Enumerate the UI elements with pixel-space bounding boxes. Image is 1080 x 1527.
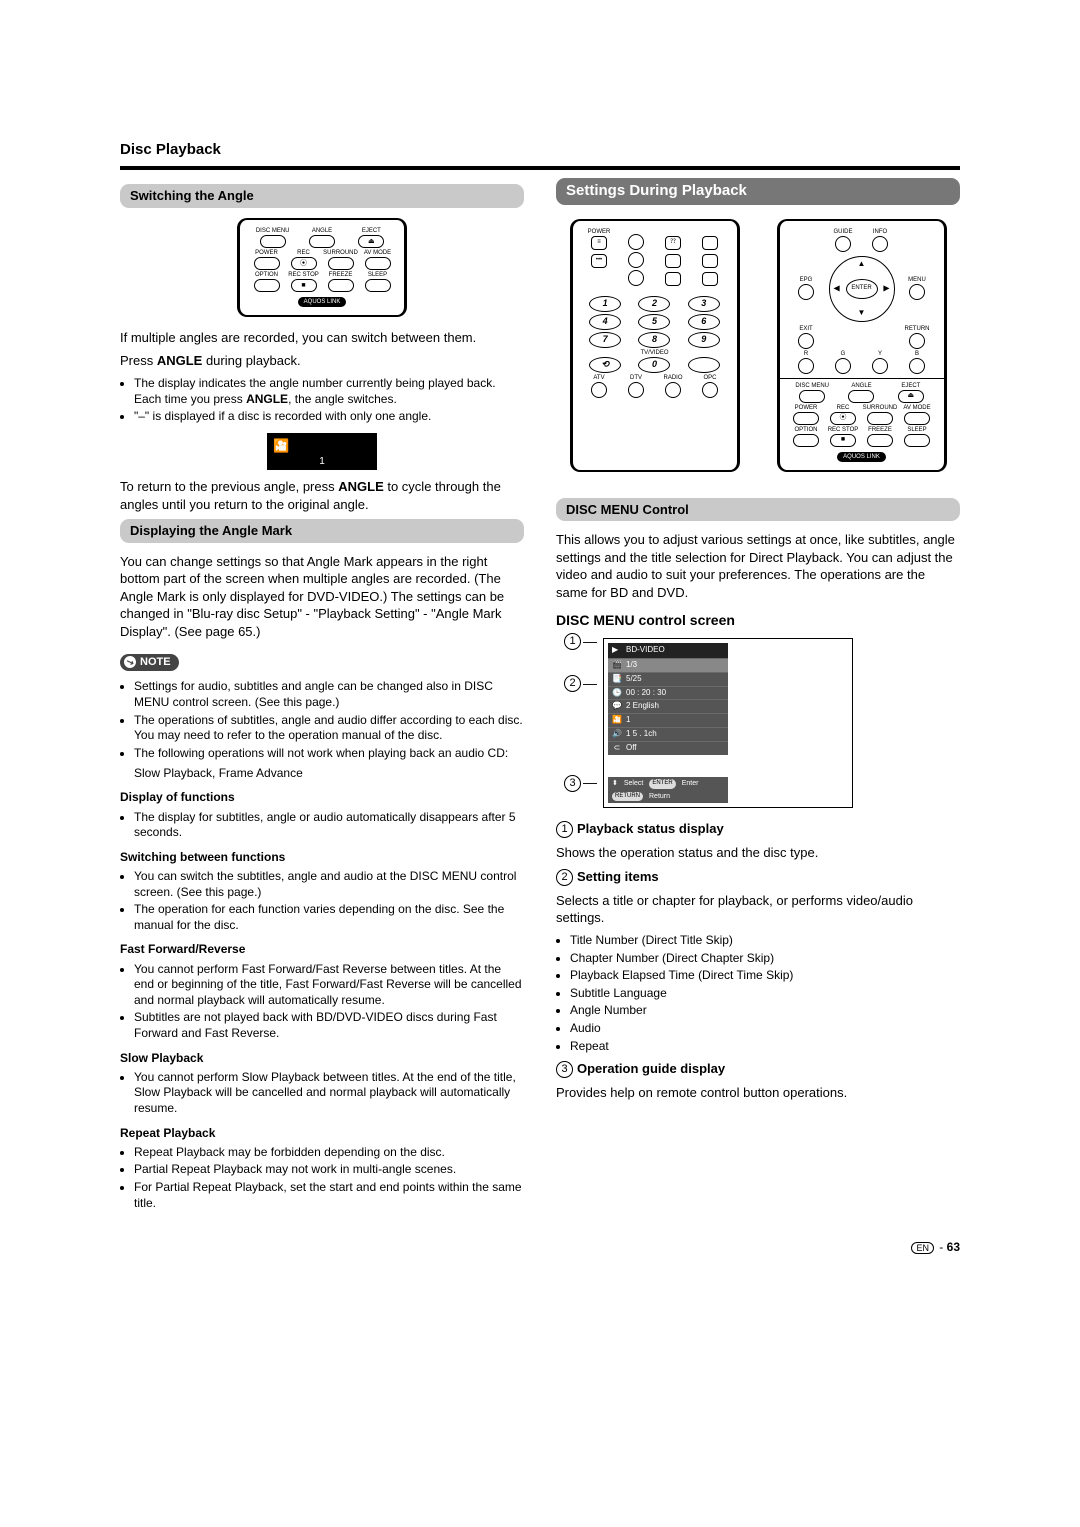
section-header: Displaying the Angle Mark	[120, 519, 524, 543]
paragraph: This allows you to adjust various settin…	[556, 531, 960, 601]
guide-bar: ⬍Select ENTEREnter RETURNReturn	[608, 777, 728, 803]
note-subline: Slow Playback, Frame Advance	[120, 765, 524, 781]
bullet-list: You cannot perform Slow Playback between…	[120, 1070, 524, 1117]
paragraph: Provides help on remote control button o…	[556, 1084, 960, 1102]
page-footer: EN - 63	[120, 1239, 960, 1255]
subhead: Repeat Playback	[120, 1125, 524, 1141]
page-title: Disc Playback	[120, 140, 960, 160]
paragraph: Shows the operation status and the disc …	[556, 844, 960, 862]
subhead: DISC MENU control screen	[556, 611, 960, 630]
bullet-list: The display for subtitles, angle or audi…	[120, 810, 524, 841]
screen-frame: BD-VIDEO 🎬1/3 📑5/25 🕒00 : 20 : 30 💬2 Eng…	[603, 638, 853, 808]
dpad: ENTER ▲▼ ◀▶	[829, 256, 895, 322]
subhead: Slow Playback	[120, 1050, 524, 1066]
paragraph: Press ANGLE during playback.	[120, 352, 524, 370]
bullet-list: You can switch the subtitles, angle and …	[120, 869, 524, 933]
callout-numbers: 1— 2— 3—	[564, 638, 597, 792]
left-column: Switching the Angle DISC MENU ANGLE EJEC…	[120, 178, 524, 1215]
paragraph: You can change settings so that Angle Ma…	[120, 553, 524, 641]
screen-panel: BD-VIDEO 🎬1/3 📑5/25 🕒00 : 20 : 30 💬2 Eng…	[608, 643, 728, 754]
subhead: Display of functions	[120, 789, 524, 805]
paragraph: To return to the previous angle, press A…	[120, 478, 524, 513]
paragraph: If multiple angles are recorded, you can…	[120, 329, 524, 347]
remote-diagrams-row: POWER≡ ⁇ ••• 123	[556, 215, 960, 484]
subhead: Switching between functions	[120, 849, 524, 865]
paragraph: Selects a title or chapter for playback,…	[556, 892, 960, 927]
note-list: Settings for audio, subtitles and angle …	[120, 679, 524, 761]
divider	[120, 166, 960, 170]
section-header: Switching the Angle	[120, 184, 524, 208]
bullet-list: Title Number (Direct Title Skip) Chapter…	[556, 933, 960, 1054]
angle-display-mock: 🎦 1	[267, 433, 377, 470]
remote-numpad-diagram: POWER≡ ⁇ ••• 123	[570, 219, 740, 472]
two-column-layout: Switching the Angle DISC MENU ANGLE EJEC…	[120, 178, 960, 1215]
remote-angle-diagram: DISC MENU ANGLE EJECT⏏ POWER REC⦿ SURROU…	[237, 218, 407, 317]
bullet-list: You cannot perform Fast Forward/Fast Rev…	[120, 962, 524, 1042]
bullet-list: Repeat Playback may be forbidden dependi…	[120, 1145, 524, 1211]
list-item-3: 3Operation guide display	[556, 1060, 960, 1078]
note-badge: NOTE	[120, 654, 179, 671]
section-header-major: Settings During Playback	[556, 178, 960, 204]
list-item-1: 1Playback status display	[556, 820, 960, 838]
bullet-list: The display indicates the angle number c…	[120, 376, 524, 425]
camera-icon: 🎦	[273, 438, 289, 453]
remote-dpad-diagram: GUIDE INFO EPG ENTER ▲▼ ◀▶ MENU	[777, 219, 947, 472]
disc-menu-screen-mock: 1— 2— 3— BD-VIDEO 🎬1/3 📑5/25 🕒00 : 20 : …	[564, 638, 960, 808]
section-header: DISC MENU Control	[556, 498, 960, 522]
subhead: Fast Forward/Reverse	[120, 941, 524, 957]
right-column: Settings During Playback POWER≡ ⁇ •••	[556, 178, 960, 1215]
list-item-2: 2Setting items	[556, 868, 960, 886]
